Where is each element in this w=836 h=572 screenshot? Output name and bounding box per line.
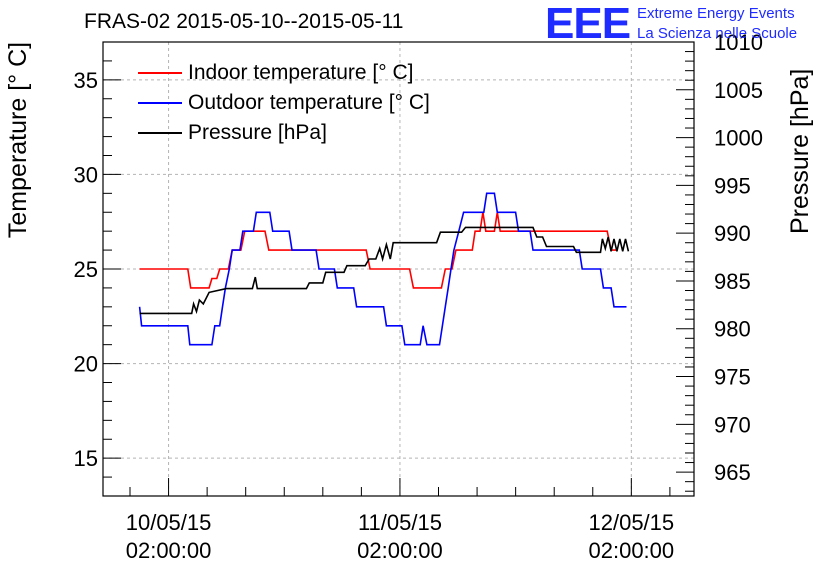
legend-swatch-outdoor [138, 102, 182, 104]
x-tick-label-date: 10/05/15 [126, 510, 212, 535]
legend-label-outdoor: Outdoor temperature [° C] [188, 91, 430, 114]
y-right-tick-label: 975 [714, 365, 751, 390]
y-axis-right-label: Pressure [hPa] [786, 68, 814, 234]
chart-title: FRAS-02 2015-05-10--2015-05-11 [84, 10, 404, 33]
series-line-pressure [139, 226, 630, 315]
y-right-tick-label: 1010 [714, 30, 763, 55]
legend: Indoor temperature [° C] Outdoor tempera… [138, 58, 430, 148]
y-axis-left-label: Temperature [° C] [4, 41, 32, 239]
series-layer [138, 192, 630, 346]
logo-caption-line1: Extreme Energy Events [637, 5, 795, 22]
legend-label-indoor: Indoor temperature [° C] [188, 61, 414, 84]
series-line-indoor [139, 212, 617, 289]
logo-caption-line2: La Scienza nelle Scuole [637, 25, 798, 42]
x-tick-label-time: 02:00:00 [126, 538, 212, 563]
y-left-tick-label: 15 [74, 446, 98, 471]
x-tick-label-date: 11/05/15 [358, 510, 442, 535]
y-right-tick-label: 1000 [714, 126, 763, 151]
y-left-tick-label: 20 [74, 352, 98, 377]
series-line-outdoor [138, 192, 627, 346]
y-right-tick-label: 995 [714, 173, 751, 198]
x-tick-label-time: 02:00:00 [357, 538, 443, 563]
legend-swatch-indoor [138, 72, 182, 74]
legend-entry-indoor: Indoor temperature [° C] [138, 58, 430, 88]
y-right-tick-label: 980 [714, 317, 751, 342]
y-left-tick-label: 25 [74, 257, 98, 282]
y-right-tick-label: 1005 [714, 78, 763, 103]
y-left-tick-label: 30 [74, 162, 98, 187]
y-right-tick-label: 965 [714, 460, 751, 485]
legend-entry-outdoor: Outdoor temperature [° C] [138, 88, 430, 118]
y-left-tick-label: 35 [74, 68, 98, 93]
legend-label-pressure: Pressure [hPa] [188, 121, 327, 144]
eee-logo: EEE [545, 0, 631, 48]
logo-caption: Extreme Energy Events La Scienza nelle S… [637, 4, 797, 44]
x-tick-label-date: 12/05/15 [589, 510, 675, 535]
y-right-tick-label: 970 [714, 412, 751, 437]
legend-entry-pressure: Pressure [hPa] [138, 118, 430, 148]
y-right-tick-label: 985 [714, 269, 751, 294]
y-right-tick-label: 990 [714, 221, 751, 246]
legend-swatch-pressure [138, 132, 182, 134]
axis-layer: 15 20 25 30 35 965 970 975 980 985 990 995 1000 1005 1… [74, 30, 763, 563]
x-tick-label-time: 02:00:00 [589, 538, 675, 563]
